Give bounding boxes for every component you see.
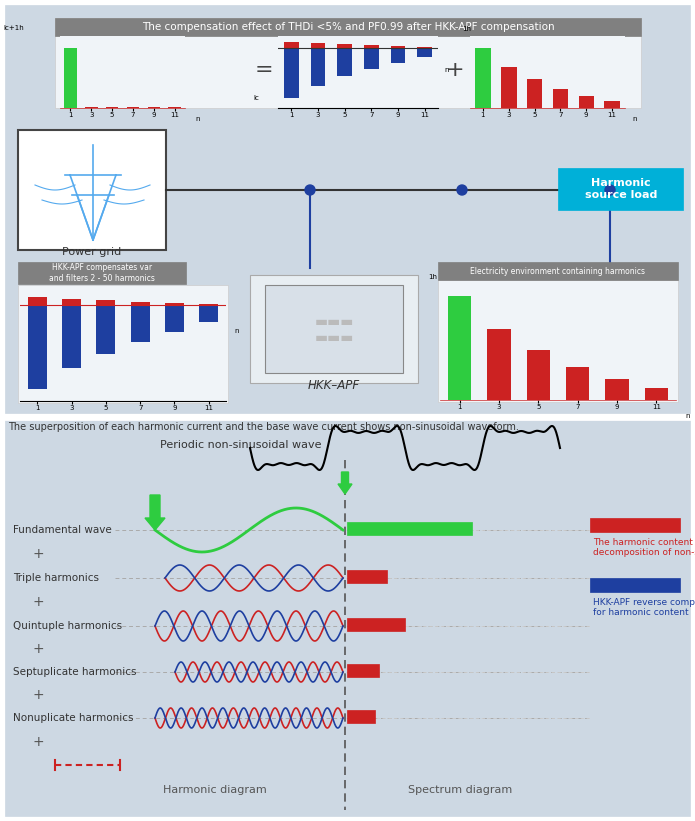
Text: 1h: 1h [428, 273, 437, 280]
Bar [64, 48, 76, 108]
Text: n: n [195, 116, 199, 122]
Text: +: + [32, 595, 44, 609]
Bar [438, 262, 678, 280]
Text: HKK–APF: HKK–APF [308, 378, 360, 392]
Circle shape [305, 185, 315, 195]
Text: +: + [445, 60, 464, 80]
Bar [391, 48, 405, 63]
Bar [18, 130, 166, 250]
Bar [18, 262, 186, 284]
Text: Quintuple harmonics: Quintuple harmonics [13, 621, 122, 631]
Text: =: = [254, 60, 273, 80]
Bar [5, 420, 690, 816]
Bar [165, 305, 184, 332]
Text: The compensation effect of THDi <5% and PF0.99 after HKK-APF compensation: The compensation effect of THDi <5% and … [142, 22, 555, 32]
Bar [55, 18, 641, 108]
Bar [578, 96, 594, 108]
Text: Harmonic diagram: Harmonic diagram [163, 785, 267, 795]
Bar [0, 415, 695, 420]
Text: +: + [32, 547, 44, 561]
Text: n: n [685, 413, 690, 419]
Bar [347, 664, 379, 677]
Bar [337, 44, 352, 48]
Bar [97, 305, 115, 354]
Text: +: + [32, 642, 44, 656]
Bar [337, 48, 352, 76]
Text: Spectrum diagram: Spectrum diagram [408, 785, 512, 795]
Bar [364, 48, 379, 69]
Text: n: n [444, 67, 449, 73]
Circle shape [457, 185, 467, 195]
Bar [417, 48, 432, 57]
Bar [590, 518, 680, 532]
Text: Triple harmonics: Triple harmonics [13, 573, 99, 583]
Bar [311, 44, 325, 48]
FancyArrow shape [145, 495, 165, 530]
Circle shape [605, 185, 615, 195]
Bar [85, 107, 97, 108]
Bar [18, 285, 228, 403]
FancyArrow shape [338, 472, 352, 494]
Bar [487, 329, 511, 400]
Text: 1h: 1h [462, 26, 471, 32]
Bar [265, 285, 403, 373]
Bar [527, 351, 550, 400]
Bar [199, 304, 218, 305]
Bar [131, 305, 149, 342]
Text: Ic: Ic [253, 95, 259, 101]
Bar [605, 101, 620, 108]
Bar [417, 47, 432, 48]
Text: Septuplicate harmonics: Septuplicate harmonics [13, 667, 136, 677]
Bar [347, 618, 405, 631]
Bar [5, 5, 690, 413]
Text: ▬▬▬
▬▬▬: ▬▬▬ ▬▬▬ [314, 315, 354, 345]
Text: HKK-APF compensates var
and filters 2 - 50 harmonics: HKK-APF compensates var and filters 2 - … [49, 264, 155, 282]
Text: The superposition of each harmonic current and the base wave current shows non-s: The superposition of each harmonic curre… [8, 422, 519, 432]
Bar [62, 305, 81, 368]
Bar [553, 89, 569, 108]
Text: Electricity environment containing harmonics: Electricity environment containing harmo… [471, 267, 646, 276]
Bar [391, 47, 405, 48]
Text: Ic+1h: Ic+1h [3, 25, 24, 31]
Text: The harmonic content after the
decomposition of non-sinusoidal wave: The harmonic content after the decomposi… [593, 538, 695, 557]
Text: +: + [32, 688, 44, 702]
Text: Power grid: Power grid [63, 247, 122, 257]
Text: n: n [632, 116, 637, 122]
Bar [131, 302, 149, 305]
Bar [475, 48, 491, 108]
Bar [62, 299, 81, 305]
Bar [364, 45, 379, 48]
Bar [311, 48, 325, 85]
Bar [605, 378, 629, 400]
Bar [644, 388, 668, 400]
Bar [97, 300, 115, 305]
Text: Fundamental wave: Fundamental wave [13, 525, 112, 535]
Text: Nonuplicate harmonics: Nonuplicate harmonics [13, 713, 133, 723]
Bar [347, 522, 472, 535]
Text: HKK-APF reverse compensation
for harmonic content: HKK-APF reverse compensation for harmoni… [593, 598, 695, 617]
Bar [165, 303, 184, 305]
Bar [347, 710, 375, 723]
Bar [28, 305, 47, 388]
Bar [284, 43, 299, 48]
Bar [284, 48, 299, 98]
Bar [501, 67, 516, 108]
Bar [438, 280, 678, 402]
Bar [558, 168, 683, 210]
Bar [199, 305, 218, 322]
Text: +: + [32, 735, 44, 749]
Bar [566, 367, 589, 400]
Bar [347, 570, 387, 583]
Bar [448, 296, 471, 400]
Bar [55, 18, 641, 36]
Text: Periodic non-sinusoidal wave: Periodic non-sinusoidal wave [160, 440, 322, 450]
Bar [28, 297, 47, 305]
Bar [590, 578, 680, 592]
Bar [527, 79, 542, 108]
Text: n: n [234, 328, 239, 333]
Bar [250, 275, 418, 383]
Text: Harmonic
source load: Harmonic source load [584, 178, 657, 200]
